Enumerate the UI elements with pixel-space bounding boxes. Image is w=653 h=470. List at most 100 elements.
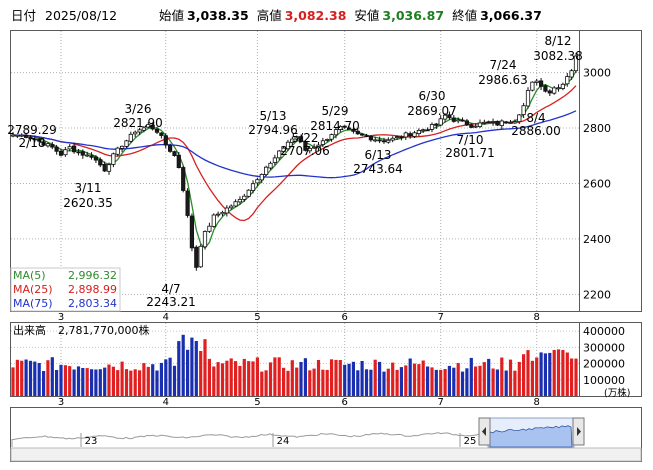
candle-body: [54, 146, 59, 152]
annotation-date: 5/13: [260, 109, 287, 123]
candle-body: [10, 134, 16, 137]
candle-body: [482, 121, 487, 124]
volume-bar: [251, 361, 255, 396]
navigator-history-line: [11, 432, 481, 447]
volume-bar: [85, 368, 89, 396]
candle-body: [50, 144, 55, 148]
volume-bar: [504, 370, 508, 396]
candle-body: [364, 135, 369, 138]
volume-bar: [452, 367, 456, 396]
volume-bar: [260, 371, 264, 396]
volume-bar: [356, 370, 360, 396]
low-label: 安値: [354, 8, 380, 23]
volume-bar: [168, 357, 172, 396]
candle-body: [133, 131, 138, 135]
volume-bar: [321, 369, 325, 396]
candle-body: [421, 129, 426, 132]
candle-body: [460, 119, 465, 122]
volume-bar: [59, 364, 63, 396]
candle-body: [303, 141, 308, 151]
volume-bar: [116, 370, 120, 396]
candle-body: [290, 138, 295, 144]
volume-bar: [382, 371, 386, 396]
candle-body: [263, 166, 269, 175]
volume-tick-label: 200000: [583, 358, 625, 371]
volume-bar: [373, 359, 377, 396]
volume-value: 2,781,770,000株: [58, 323, 149, 337]
volume-bar: [351, 361, 355, 396]
ma75-line: [12, 110, 577, 179]
annotation-value: 2814.70: [310, 119, 360, 133]
navigator-scrollbar[interactable]: [10, 447, 642, 462]
price-panel: [10, 30, 642, 312]
annotation-date: 8/4: [526, 111, 545, 125]
volume-bar: [159, 362, 163, 396]
x-month-label: 6: [342, 312, 348, 323]
x-month-label: 4: [163, 312, 169, 323]
volume-bar: [290, 360, 294, 396]
candle-body: [272, 157, 278, 163]
volume-bar: [111, 366, 115, 396]
volume-bar: [478, 365, 482, 396]
period-navigator[interactable]: 23 24 25: [10, 417, 642, 462]
candle-body: [447, 114, 452, 119]
candle-body: [189, 215, 194, 249]
candle-body: [23, 134, 29, 138]
candle-body: [490, 121, 496, 123]
moving-average-lines: [12, 70, 577, 249]
volume-bar: [98, 369, 102, 396]
volume-bar: [482, 362, 486, 396]
volume-bar: [316, 360, 321, 396]
volume-bar: [203, 339, 207, 396]
header-bar: 日付 2025/08/12: [11, 9, 117, 23]
candle-body: [573, 55, 579, 72]
volume-bar: [360, 361, 364, 396]
annotation-date: 7/24: [490, 58, 517, 72]
volume-bar: [456, 363, 460, 396]
volume-bar: [33, 361, 37, 396]
candle-body: [250, 183, 256, 191]
volume-bar: [574, 358, 578, 396]
candle-body: [98, 159, 103, 166]
volume-unit: (万株): [604, 387, 630, 399]
annotation-value: 2869.07: [407, 104, 457, 118]
candle-body: [381, 140, 387, 143]
candle-body: [102, 163, 107, 172]
volume-bar: [395, 369, 399, 396]
volume-bar: [426, 366, 430, 396]
candle-body: [438, 118, 443, 126]
candle-body: [486, 121, 491, 124]
candle-body: [163, 135, 168, 146]
ma-legend-name: MA(75): [13, 297, 53, 310]
annotation-value: 2986.63: [478, 73, 528, 87]
volume-bar: [308, 370, 312, 396]
candle-body: [346, 127, 352, 130]
candle-body: [37, 138, 42, 142]
x-month-label: 3: [58, 312, 64, 323]
candle-body: [111, 153, 116, 165]
candle-body: [359, 133, 365, 136]
y-tick-label: 2600: [583, 177, 611, 190]
candle-body: [525, 90, 531, 107]
volume-bar: [408, 358, 412, 396]
candle-body: [355, 130, 360, 135]
candle-body: [377, 139, 382, 142]
volume-bar: [28, 360, 33, 396]
candle-body: [530, 81, 535, 91]
volume-bar: [386, 368, 390, 396]
candle-body: [124, 140, 129, 147]
candle-body: [473, 125, 478, 128]
candle-body: [464, 120, 470, 126]
low-value: 3,036.87: [382, 8, 445, 23]
candle-body: [32, 138, 37, 141]
candle-body: [451, 117, 456, 122]
volume-bar: [548, 352, 552, 396]
volume-bar: [439, 369, 443, 396]
volume-bar: [76, 366, 81, 396]
candle-body: [368, 135, 374, 141]
candle-body: [146, 124, 151, 128]
candle-body: [412, 132, 417, 137]
volume-bar: [146, 366, 150, 396]
candle-body: [552, 87, 557, 94]
annotation-value: 2243.21: [146, 295, 196, 309]
